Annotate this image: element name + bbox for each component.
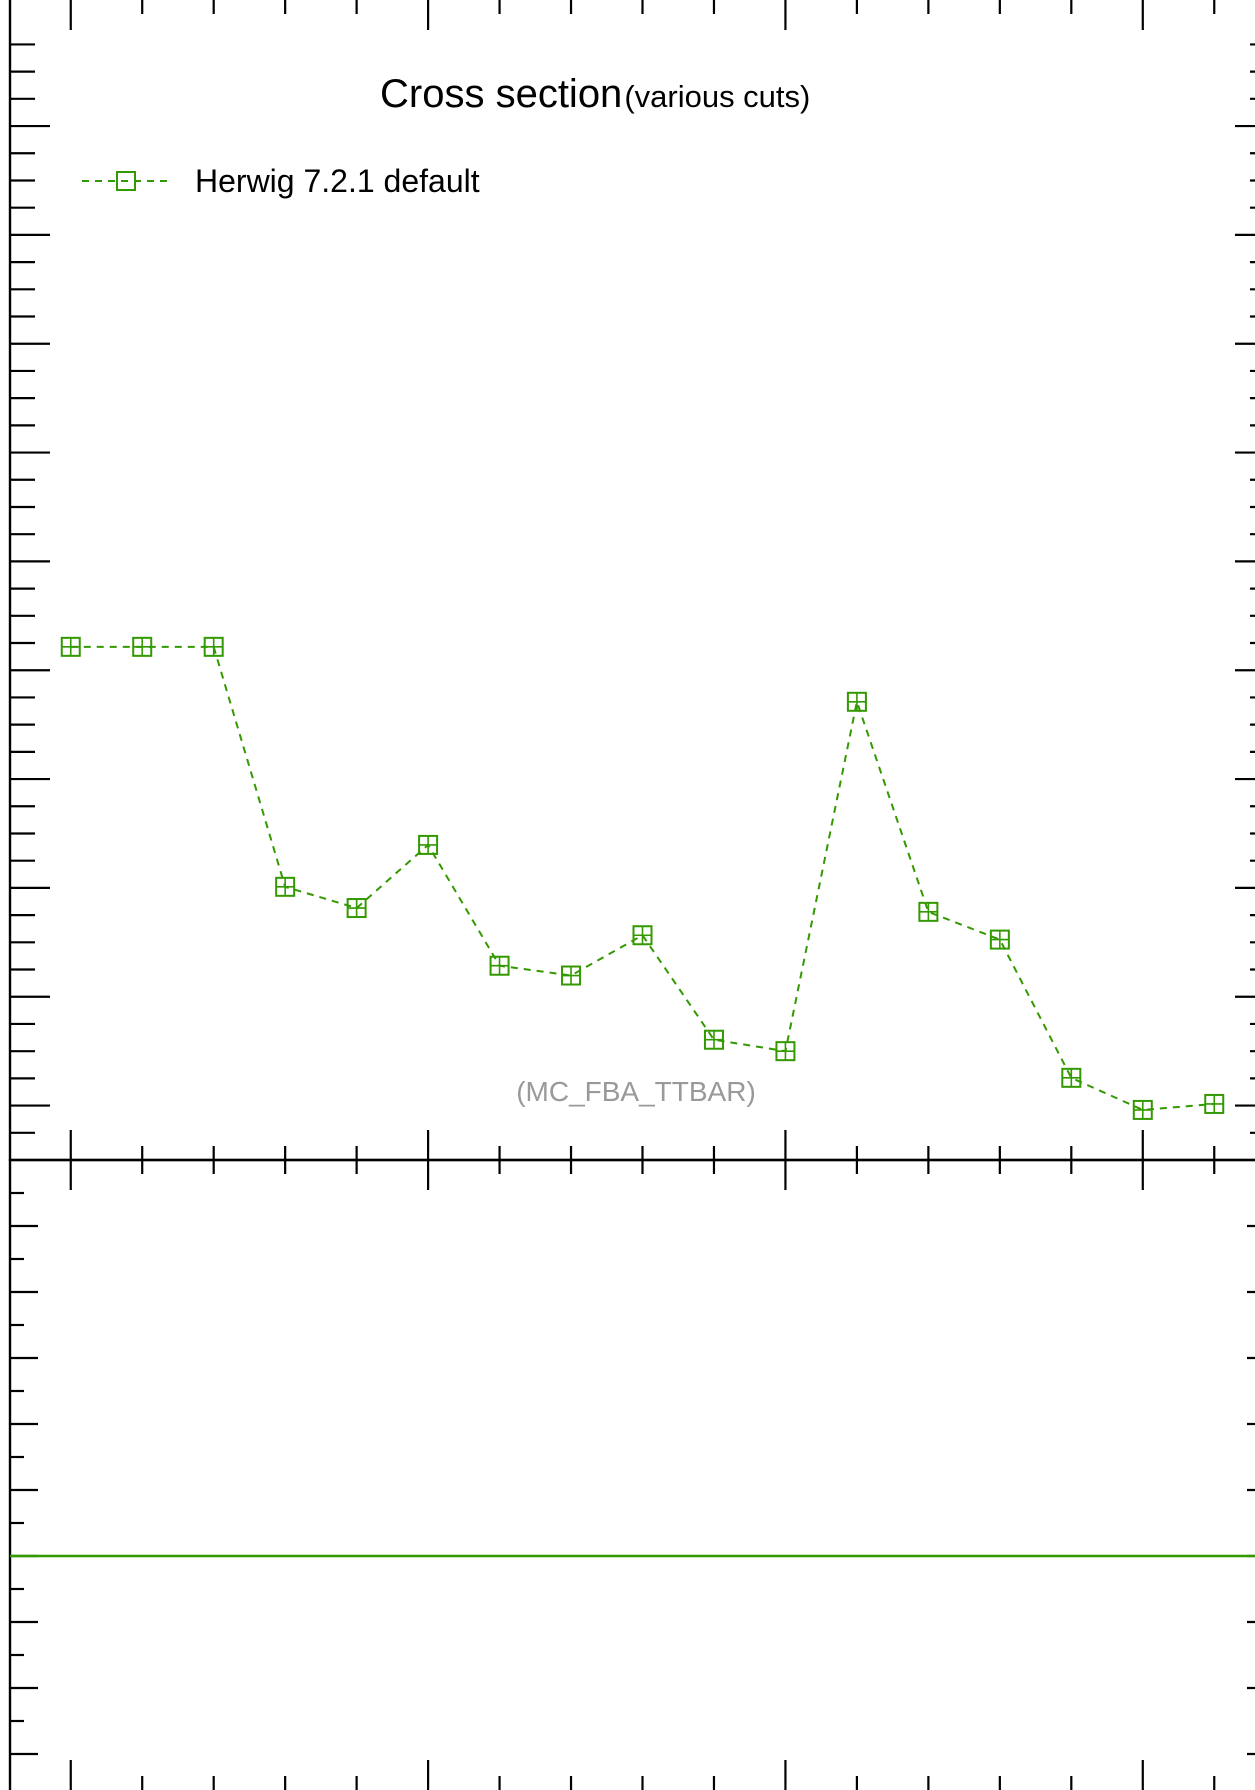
data-point <box>60 636 81 657</box>
x-tick-label: 15 <box>1118 1783 1167 1790</box>
data-point <box>989 929 1010 950</box>
legend-label-herwig: Herwig 7.2.1 default <box>195 163 480 199</box>
series-herwig <box>60 636 1225 1120</box>
axis-ticks <box>10 0 1255 1790</box>
data-point <box>1204 1093 1225 1114</box>
ratio-panel-frame <box>8 1158 1255 1790</box>
chart-title: Cross section(various cuts) <box>380 72 810 116</box>
data-point <box>561 965 582 986</box>
legend: Herwig 7.2.1 default <box>82 163 480 199</box>
legend-marker-swatch <box>116 171 136 191</box>
data-point <box>489 955 510 976</box>
data-point <box>346 898 367 919</box>
data-point <box>632 925 653 946</box>
plot-frames <box>8 0 1255 1790</box>
data-point <box>275 876 296 897</box>
data-point <box>1061 1067 1082 1088</box>
data-point <box>775 1041 796 1062</box>
analysis-watermark: (MC_FBA_TTBAR) <box>516 1076 756 1107</box>
x-tick-label: 0 <box>59 1783 83 1790</box>
x-tick-label: 5 <box>416 1783 440 1790</box>
data-point <box>1132 1099 1153 1120</box>
data-point <box>703 1029 724 1050</box>
data-point <box>846 691 867 712</box>
data-point <box>132 636 153 657</box>
x-tick-labels: 0 5 10 15 <box>59 1783 1168 1790</box>
chart-title-subtitle: (various cuts) <box>624 79 810 114</box>
data-point <box>418 834 439 855</box>
data-point <box>203 636 224 657</box>
data-point <box>918 901 939 922</box>
x-tick-label: 10 <box>761 1783 810 1790</box>
chart-title-main: Cross section <box>380 72 622 116</box>
series-line-herwig <box>70 645 1215 1111</box>
